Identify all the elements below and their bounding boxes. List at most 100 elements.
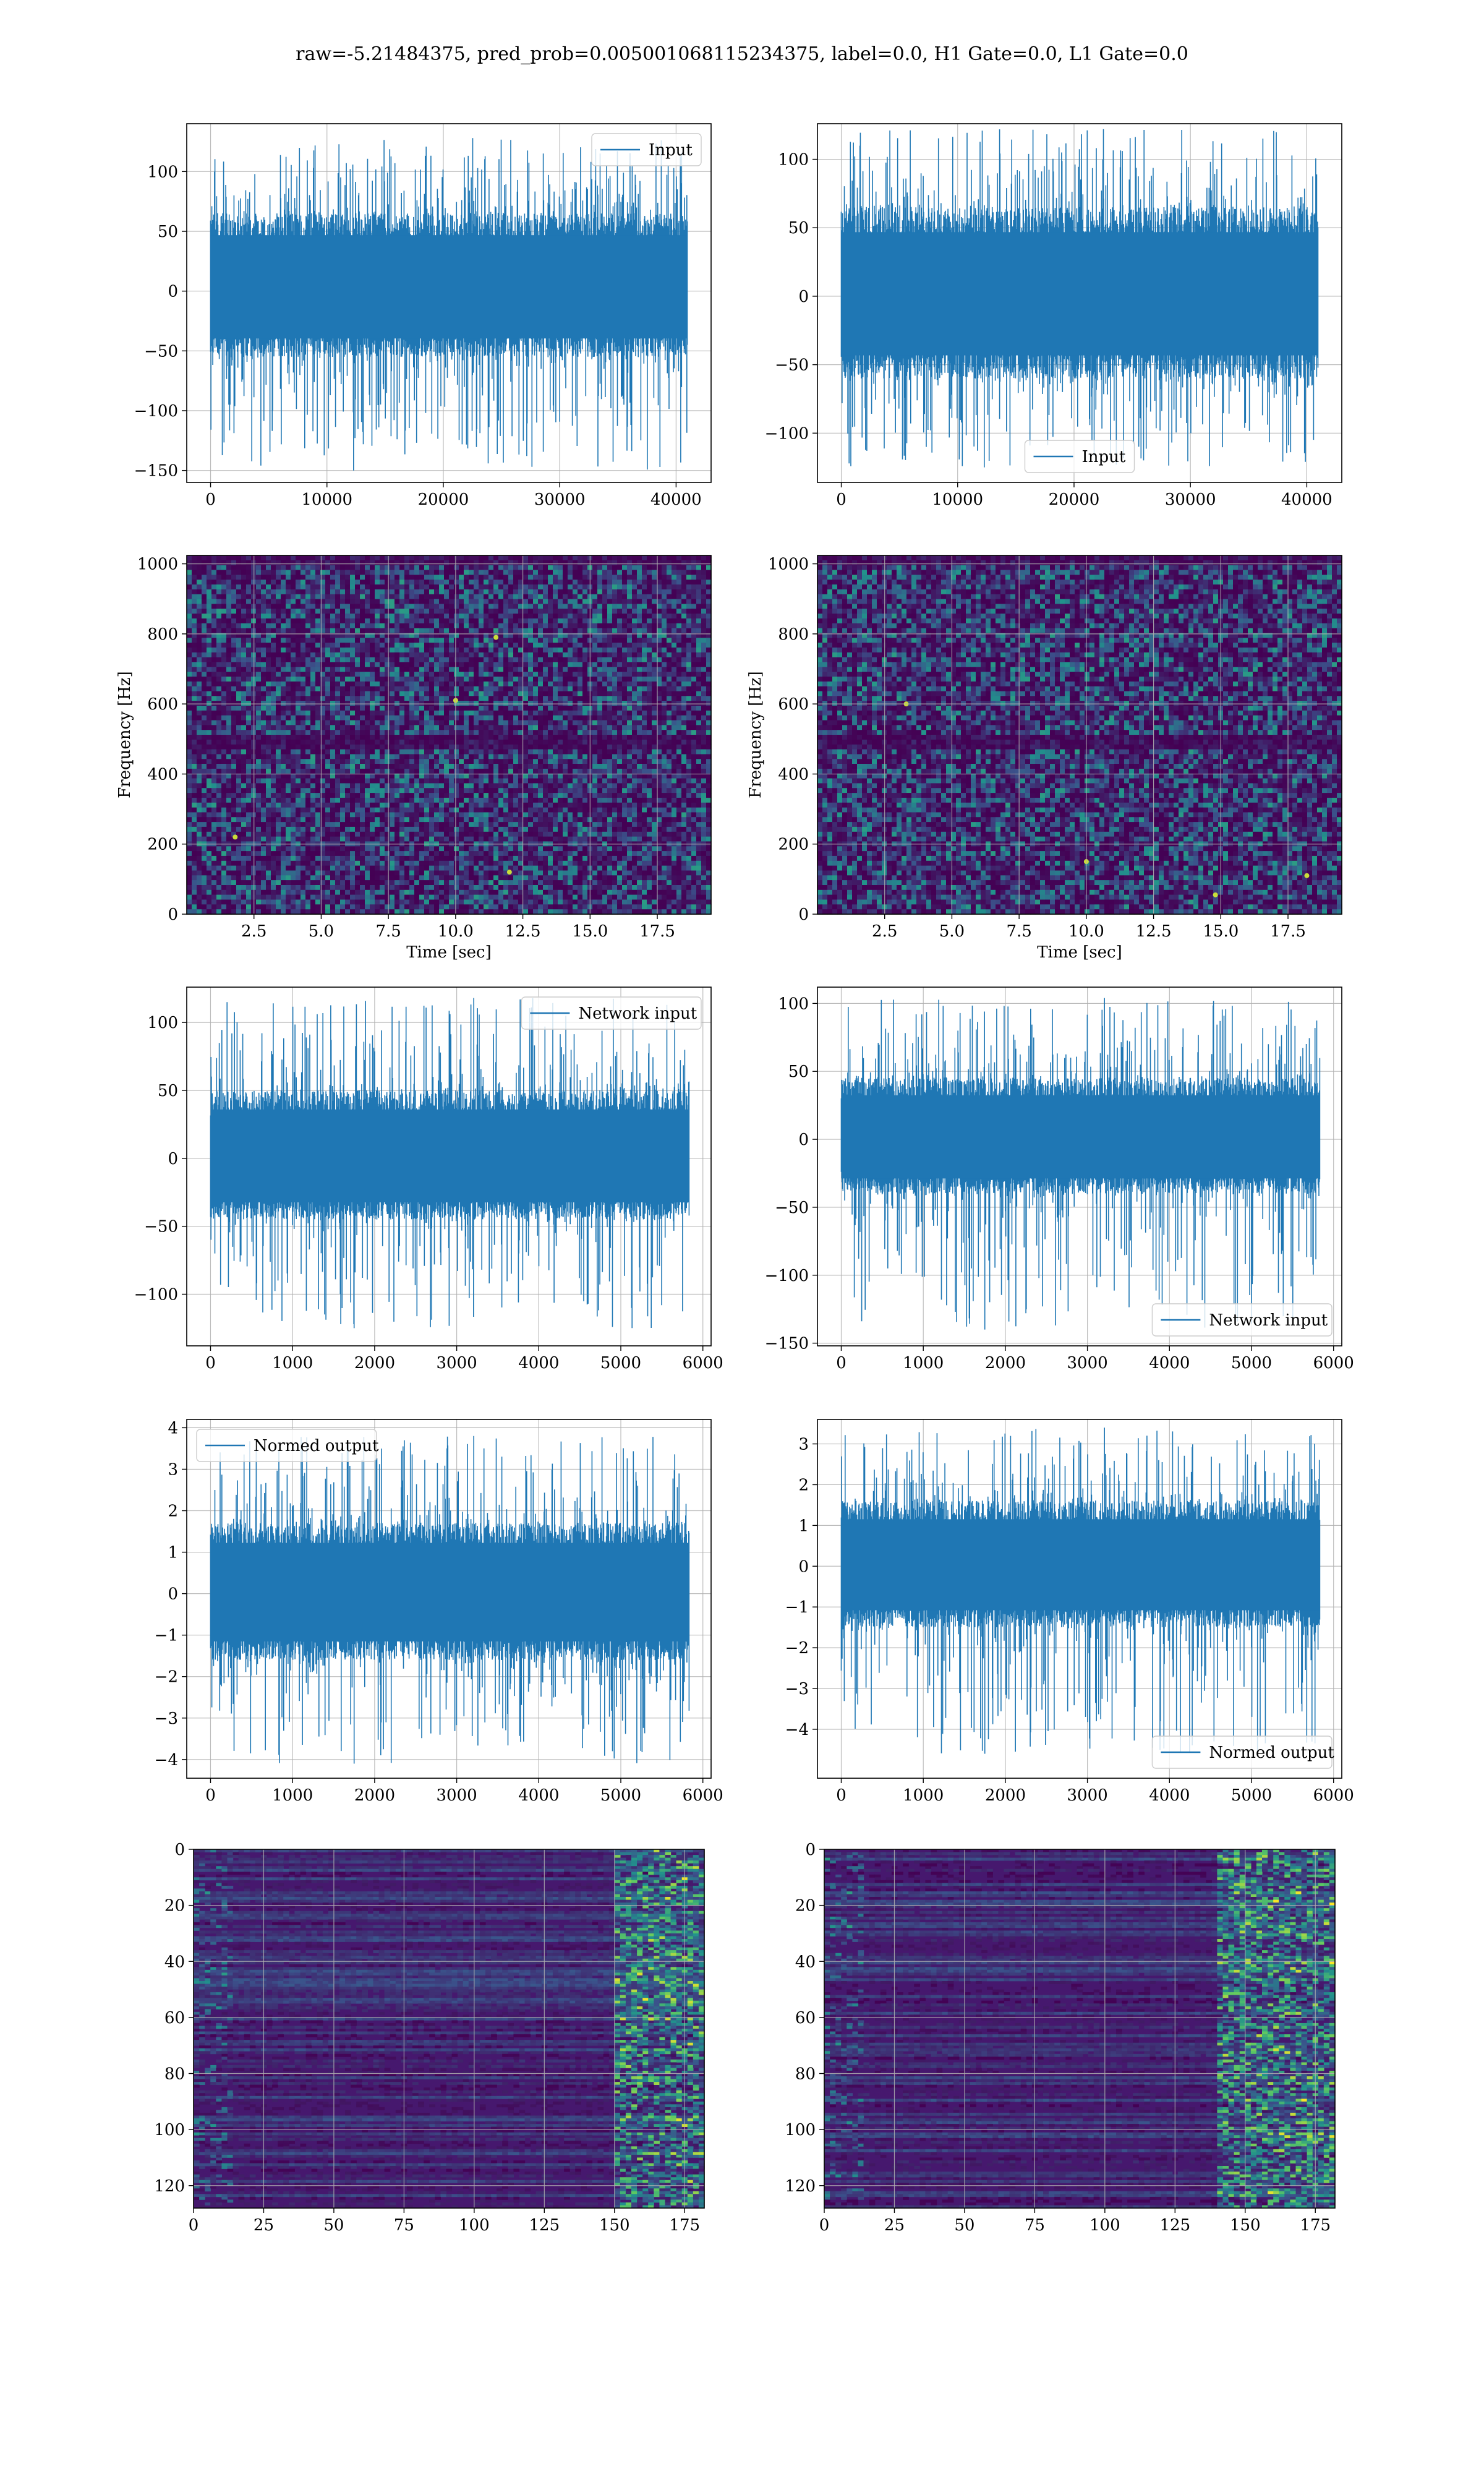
- spectrogram-cell: [419, 855, 425, 862]
- spectrogram-cell: [414, 807, 420, 813]
- spectrogram-cell: [449, 793, 454, 798]
- spectrogram-cell: [508, 647, 514, 653]
- spectrogram-cell: [365, 846, 370, 852]
- spectrogram-cell: [498, 768, 504, 774]
- spectrogram-cell: [221, 638, 227, 643]
- spectrogram-cell: [187, 793, 192, 798]
- spectrogram-cell: [449, 797, 454, 803]
- spectrogram-cell: [276, 860, 281, 867]
- spectrogram-cell: [508, 764, 514, 769]
- spectrogram-cell: [281, 681, 286, 687]
- spectrogram-cell: [276, 764, 281, 769]
- spectrogram-cell: [330, 662, 336, 667]
- spectrogram-cell: [484, 759, 489, 764]
- spectrogram-cell: [474, 720, 479, 726]
- spectrogram-cell: [429, 638, 435, 643]
- spectrogram-cell: [241, 851, 247, 857]
- spectrogram-cell: [493, 802, 499, 808]
- spectrogram-cell: [271, 826, 276, 833]
- spectrogram-cell: [394, 909, 400, 915]
- spectrogram-cell: [409, 696, 415, 701]
- spectrogram-cell: [340, 826, 346, 833]
- spectrogram-cell: [211, 691, 217, 696]
- spectrogram-cell: [394, 812, 400, 818]
- spectrogram-cell: [281, 865, 286, 871]
- spectrogram-cell: [246, 836, 252, 842]
- spectrogram-cell: [380, 754, 385, 760]
- spectrogram-cell: [231, 584, 237, 590]
- spectrogram-cell: [503, 754, 509, 760]
- spectrogram-cell: [508, 599, 514, 604]
- spectrogram-cell: [281, 580, 286, 585]
- spectrogram-cell: [211, 725, 217, 730]
- spectrogram-cell: [271, 555, 276, 561]
- spectrogram-cell: [330, 880, 336, 886]
- spectrogram-cell: [350, 575, 356, 580]
- spectrogram-cell: [345, 710, 351, 716]
- spectrogram-cell: [266, 870, 271, 876]
- spectrogram-cell: [399, 793, 405, 798]
- spectrogram-cell: [197, 609, 202, 614]
- spectrogram-cell: [296, 725, 301, 730]
- spectrogram-cell: [380, 638, 385, 643]
- spectrogram-cell: [276, 580, 281, 585]
- spectrogram-cell: [479, 802, 484, 808]
- spectrogram-cell: [464, 894, 469, 900]
- spectrogram-cell: [345, 575, 351, 580]
- spectrogram-cell: [221, 778, 227, 784]
- spectrogram-cell: [261, 701, 267, 706]
- spectrogram-cell: [399, 633, 405, 638]
- spectrogram-cell: [330, 870, 336, 876]
- spectrogram-cell: [419, 710, 425, 716]
- spectrogram-cell: [197, 817, 202, 823]
- spectrogram-cell: [385, 609, 390, 614]
- spectrogram-cell: [305, 594, 311, 600]
- spectrogram-cell: [498, 706, 504, 711]
- spectrogram-cell: [404, 696, 410, 701]
- spectrogram-cell: [256, 904, 262, 910]
- spectrogram-cell: [365, 875, 370, 881]
- spectrogram-cell: [350, 706, 356, 711]
- spectrogram-cell: [424, 643, 430, 648]
- spectrogram-cell: [464, 909, 469, 915]
- spectrogram-cell: [276, 725, 281, 730]
- spectrogram-cell: [464, 817, 469, 823]
- spectrogram-cell: [315, 560, 321, 566]
- spectrogram-cell: [404, 652, 410, 658]
- spectrogram-cell: [291, 831, 296, 837]
- spectrogram-cell: [305, 725, 311, 730]
- spectrogram-cell: [498, 773, 504, 779]
- spectrogram-cell: [498, 865, 504, 871]
- spectrogram-cell: [409, 768, 415, 774]
- spectrogram-cell: [424, 773, 430, 779]
- spectrogram-cell: [325, 846, 331, 852]
- spectrogram-cell: [325, 594, 331, 600]
- spectrogram-cell: [216, 851, 222, 857]
- spectrogram-cell: [320, 584, 326, 590]
- spectrogram-cell: [192, 735, 197, 740]
- spectrogram-cell: [488, 618, 494, 624]
- spectrogram-cell: [256, 744, 262, 750]
- spectrogram-cell: [187, 880, 192, 886]
- spectrogram-cell: [454, 584, 459, 590]
- spectrogram-cell: [459, 609, 464, 614]
- spectrogram-cell: [291, 638, 296, 643]
- spectrogram-cell: [409, 788, 415, 794]
- spectrogram-cell: [340, 647, 346, 653]
- spectrogram-cell: [207, 764, 212, 769]
- spectrogram-cell: [207, 899, 212, 905]
- spectrogram-cell: [187, 754, 192, 760]
- spectrogram-cell: [246, 672, 252, 677]
- spectrogram-cell: [246, 880, 252, 886]
- spectrogram-cell: [493, 870, 499, 876]
- spectrogram-cell: [241, 899, 247, 905]
- spectrogram-cell: [464, 822, 469, 828]
- spectrogram-cell: [320, 701, 326, 706]
- spectrogram-cell: [498, 880, 504, 886]
- spectrogram-cell: [335, 589, 341, 595]
- spectrogram-cell: [226, 735, 232, 740]
- spectrogram-cell: [459, 676, 464, 682]
- spectrogram-cell: [375, 744, 380, 750]
- spectrogram-cell: [301, 686, 306, 691]
- spectrogram-cell: [305, 691, 311, 696]
